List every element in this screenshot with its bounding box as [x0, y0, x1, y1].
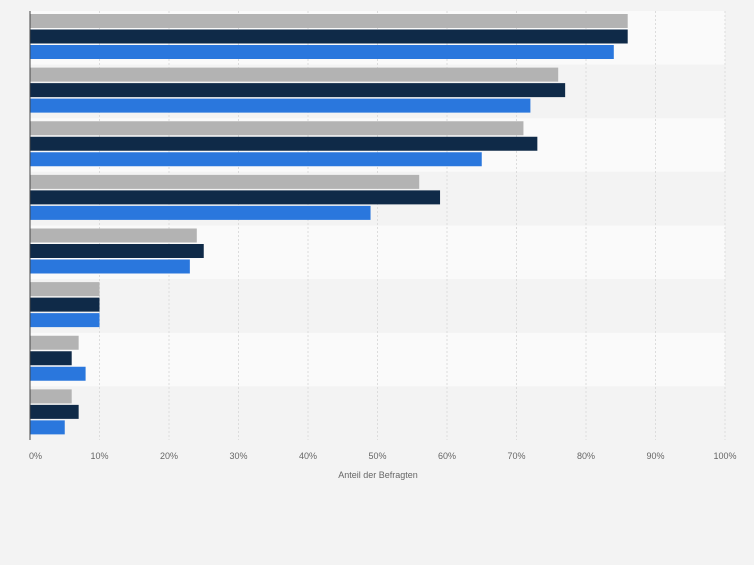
x-tick-label: 0% — [29, 451, 42, 461]
bar — [30, 297, 100, 312]
bar — [30, 136, 538, 151]
bar — [30, 152, 482, 167]
bar — [30, 67, 559, 82]
bar — [30, 244, 204, 258]
bar — [30, 282, 100, 297]
bar — [30, 121, 524, 136]
bar — [30, 205, 371, 220]
x-tick-label: 50% — [368, 451, 386, 461]
x-tick-label: 100% — [713, 451, 736, 461]
bar — [30, 351, 72, 366]
bar — [30, 228, 197, 243]
bar — [30, 174, 420, 189]
x-tick-label: 40% — [299, 451, 317, 461]
bar — [30, 313, 100, 328]
bar — [30, 98, 531, 113]
x-tick-label: 70% — [507, 451, 525, 461]
bar — [30, 420, 65, 435]
bar — [30, 404, 79, 419]
bar — [30, 389, 72, 404]
bar — [30, 83, 566, 98]
bar — [30, 190, 441, 205]
bar — [30, 45, 614, 59]
x-tick-label: 90% — [646, 451, 664, 461]
x-tick-label: 10% — [90, 451, 108, 461]
x-tick-label: 60% — [438, 451, 456, 461]
x-axis-label: Anteil der Befragten — [338, 470, 418, 480]
bar — [30, 14, 628, 28]
x-tick-label: 20% — [160, 451, 178, 461]
x-tick-label: 80% — [577, 451, 595, 461]
bar — [30, 259, 190, 274]
bar — [30, 29, 628, 44]
bar — [30, 366, 86, 381]
bar — [30, 335, 79, 350]
x-tick-label: 30% — [229, 451, 247, 461]
